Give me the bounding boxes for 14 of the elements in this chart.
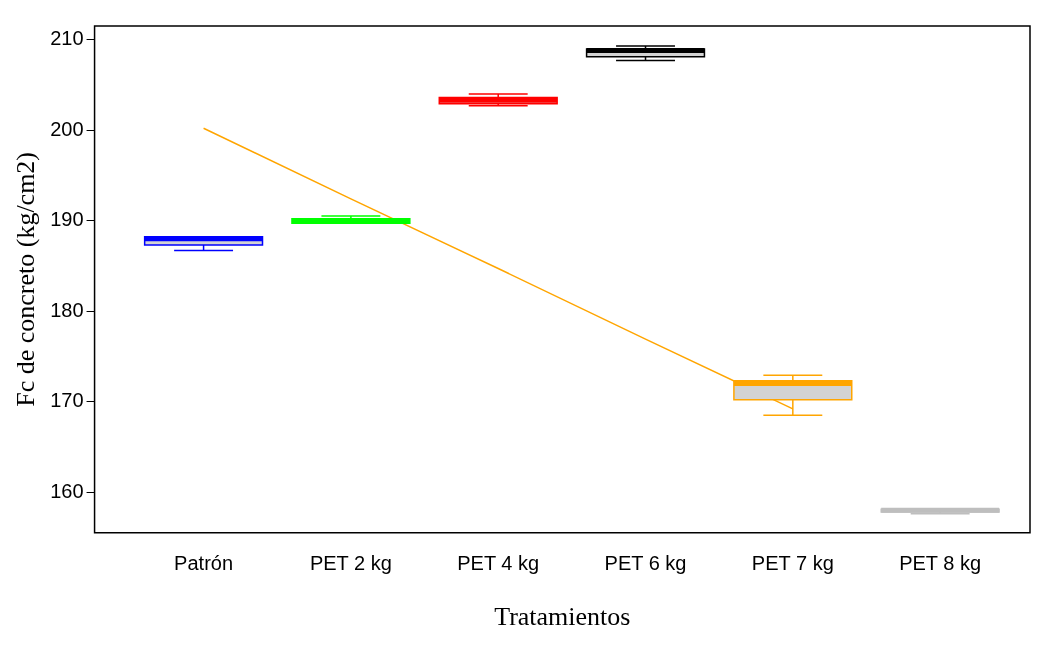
y-tick-label: 190: [50, 208, 84, 231]
x-tick-label: Patrón: [174, 552, 234, 575]
y-tick-label: 160: [50, 479, 84, 502]
y-tick-label: 180: [50, 298, 84, 321]
y-tick-label: 200: [50, 117, 84, 140]
x-tick-label: PET 7 kg: [751, 552, 834, 575]
y-axis-title: Fc de concreto (kg/cm2): [11, 151, 41, 407]
x-tick-label: PET 8 kg: [899, 552, 982, 575]
y-tick-label: 210: [50, 27, 84, 50]
x-tick-label: PET 6 kg: [604, 552, 687, 575]
x-tick-label: PET 4 kg: [457, 552, 540, 575]
y-tick-label: 170: [50, 389, 84, 412]
x-tick-label: PET 2 kg: [309, 552, 392, 575]
x-axis-title: Tratamientos: [494, 602, 631, 632]
